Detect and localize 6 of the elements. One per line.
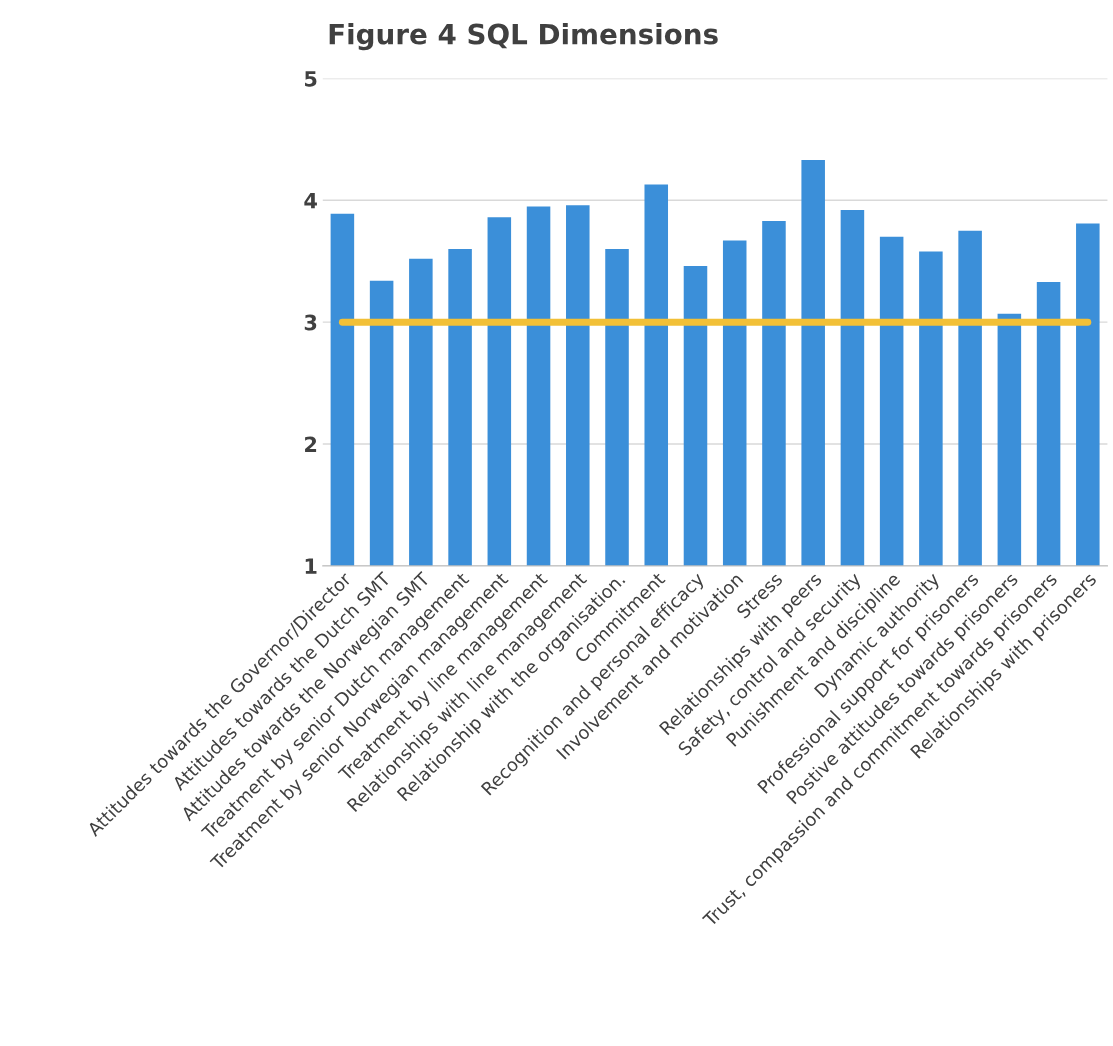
chart-title: Figure 4 SQL Dimensions bbox=[329, 23, 718, 51]
y-tick-label: 5 bbox=[305, 71, 317, 87]
y-tick-label: 1 bbox=[305, 558, 317, 574]
y-tick-label: 3 bbox=[304, 314, 317, 331]
y-tick-label: 4 bbox=[304, 193, 317, 209]
y-tick-label: 2 bbox=[305, 436, 317, 452]
